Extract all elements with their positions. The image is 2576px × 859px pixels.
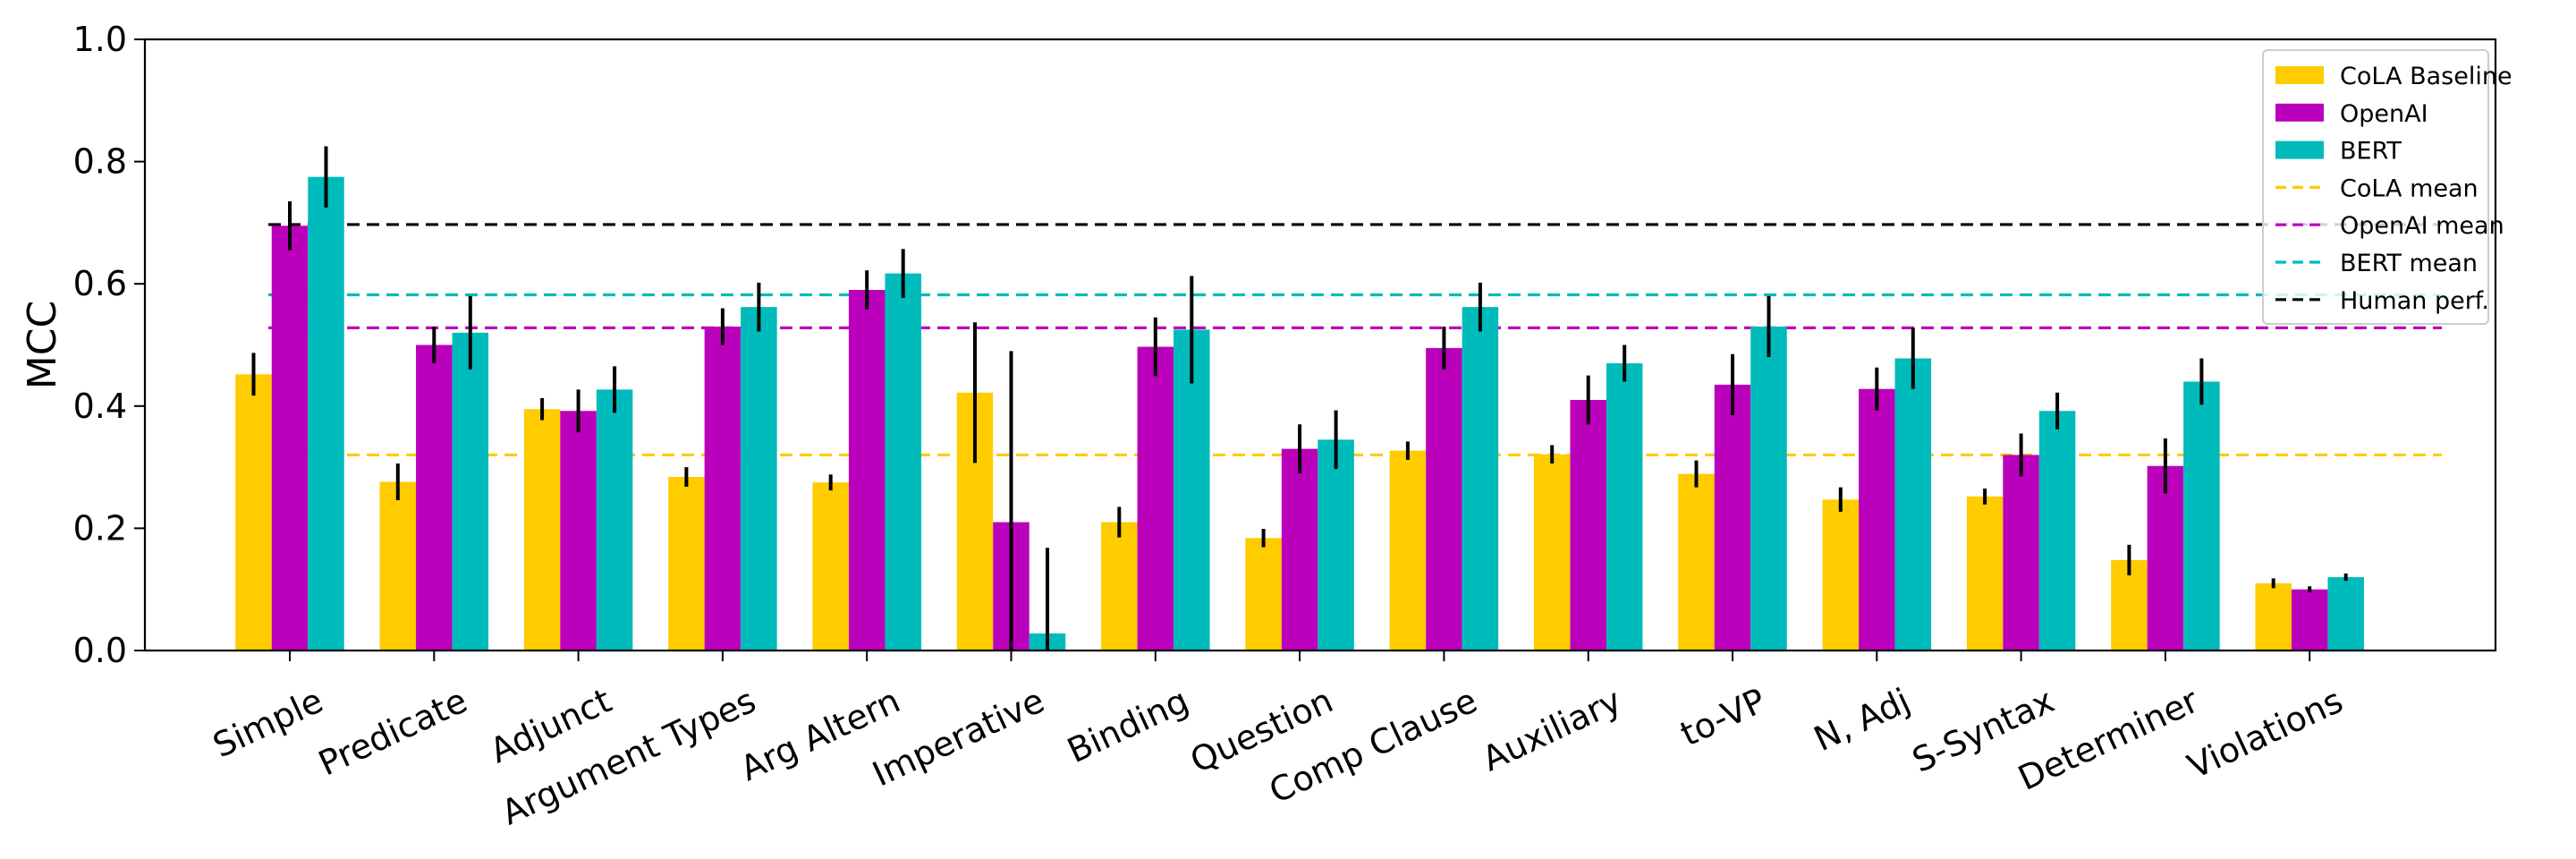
x-tick-label: Auxiliary [1477, 681, 1628, 779]
legend-entry: CoLA Baseline [2340, 63, 2512, 90]
bar [1714, 384, 1751, 651]
x-tick-label: Simple [207, 681, 328, 766]
bar [848, 290, 886, 651]
bars [235, 176, 2364, 651]
x-tick-label: to-VP [1674, 681, 1772, 754]
y-tick-label: 1.0 [73, 20, 127, 59]
y-tick-label: 0.8 [73, 142, 127, 182]
bar [1859, 388, 1895, 651]
bar [2038, 411, 2076, 651]
x-tick-label: Binding [1062, 681, 1195, 771]
legend-entry: CoLA mean [2340, 174, 2479, 202]
bar [668, 477, 705, 651]
bar [1533, 454, 1571, 651]
bar [2327, 577, 2364, 651]
bar [2147, 465, 2184, 651]
x-tick-label: N, Adj [1808, 681, 1916, 759]
bar [1822, 499, 1860, 651]
bar [1426, 347, 1462, 651]
bar [1678, 473, 1715, 651]
bar [560, 411, 597, 651]
legend: CoLA Baseline OpenAI BERT CoLA mean OpenAI m… [2262, 49, 2512, 325]
bar [1318, 439, 1354, 651]
bar [1462, 307, 1499, 651]
bar [1750, 327, 1787, 651]
legend-swatch [2275, 66, 2324, 84]
y-tick-label: 0.0 [73, 631, 127, 670]
bar [1606, 362, 1643, 651]
bar [1966, 496, 2004, 651]
y-tick-label: 0.2 [73, 508, 127, 548]
legend-entry: BERT [2340, 138, 2402, 166]
bar [235, 374, 272, 651]
axes-frame [143, 38, 2497, 652]
bar [2255, 583, 2292, 651]
y-tick-label: 0.4 [73, 387, 127, 426]
legend-entry: Human perf. [2340, 287, 2489, 315]
y-axis-label: MCC [20, 301, 65, 389]
bar [379, 481, 417, 651]
x-tick-label: Argument Types [496, 681, 761, 833]
legend-entry: OpenAI mean [2340, 212, 2504, 240]
bar [596, 389, 633, 651]
bar [2291, 589, 2328, 651]
bar [812, 482, 849, 651]
bar [1389, 450, 1427, 651]
legend-entry: BERT mean [2340, 250, 2478, 277]
bar [452, 332, 489, 651]
y-tick-label: 0.6 [73, 264, 127, 303]
bar [523, 409, 561, 651]
bar [271, 225, 309, 651]
bar [1894, 358, 1932, 651]
bar [308, 176, 344, 651]
bar [1137, 346, 1174, 651]
bar [2183, 381, 2220, 651]
bar [1570, 399, 1606, 651]
bar [416, 344, 453, 651]
bar [1101, 522, 1138, 651]
bar [2003, 455, 2039, 651]
x-tick-label: Predicate [312, 681, 473, 784]
y-axis-ticks: 0.0 0.2 0.4 0.6 0.8 1.0 [73, 20, 145, 670]
bar [704, 327, 741, 651]
bar [741, 307, 777, 651]
bar [885, 273, 921, 651]
bar [1281, 448, 1318, 651]
legend-swatch [2275, 140, 2324, 159]
axes [143, 38, 2497, 652]
x-tick-label: Violations [2182, 681, 2349, 787]
legend-entry: OpenAI [2340, 100, 2428, 128]
reference-lines [268, 223, 2442, 457]
error-bars [251, 146, 2348, 651]
legend-swatch [2275, 103, 2324, 122]
bar [1245, 538, 1282, 651]
